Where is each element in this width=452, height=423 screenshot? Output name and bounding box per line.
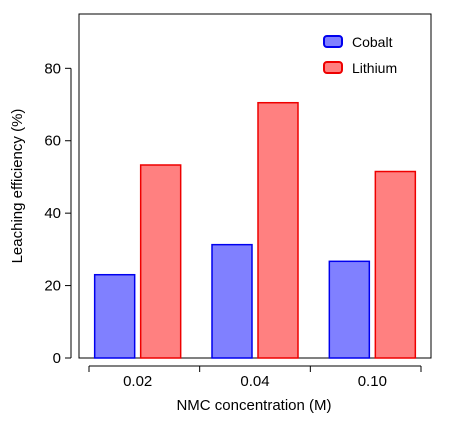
bar-cobalt-0.10 xyxy=(328,260,371,359)
y-tick-label: 80 xyxy=(44,60,61,77)
bar-lithium-0.04 xyxy=(257,101,299,359)
bar-lithium-0.10 xyxy=(374,170,417,359)
x-tick-label: 0.04 xyxy=(240,373,269,390)
y-tick-label: 40 xyxy=(44,205,61,222)
legend-label-cobalt: Cobalt xyxy=(352,34,393,50)
y-tick-label: 0 xyxy=(53,350,61,367)
x-tick-label: 0.02 xyxy=(123,373,152,390)
bar-lithium-0.02 xyxy=(139,164,182,359)
y-tick-label: 60 xyxy=(44,133,61,150)
bar-cobalt-0.02 xyxy=(93,273,136,359)
plot-frame xyxy=(78,13,432,359)
legend-swatch-cobalt xyxy=(323,35,343,48)
y-tick-label: 20 xyxy=(44,278,61,295)
bar-cobalt-0.04 xyxy=(211,243,253,359)
y-axis-label: Leaching efficiency (%) xyxy=(9,109,26,264)
plot-area: 0 20 40 60 80 0.02 0.04 0.10 Cobalt Lithium xyxy=(44,13,432,390)
x-axis-label: NMC concentration (M) xyxy=(176,397,331,414)
x-tick-label: 0.10 xyxy=(358,373,387,390)
legend-label-lithium: Lithium xyxy=(352,60,397,76)
legend-swatch-lithium xyxy=(323,61,343,74)
